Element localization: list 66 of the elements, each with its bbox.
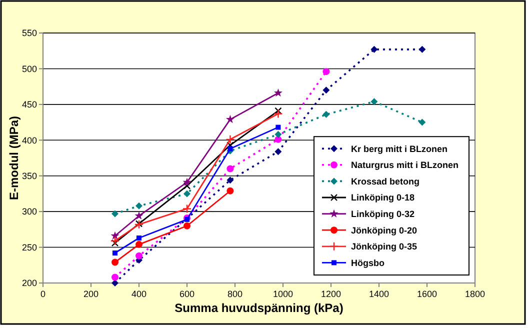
point (370, 46, 378, 53)
x-tick-label: 1400 (368, 289, 390, 299)
point (182, 204, 192, 214)
point (112, 210, 118, 218)
legend-label: Högsbo (351, 258, 385, 268)
point (274, 88, 282, 97)
y-tick-label: 200 (22, 278, 37, 288)
legend-label: Linköping 0-18 (351, 192, 415, 203)
point (110, 236, 120, 246)
point (112, 258, 118, 266)
y-tick-label: 500 (22, 64, 37, 74)
legend-label: Naturgrus mitt i BLzonen (351, 160, 458, 170)
point (183, 182, 191, 190)
point (226, 176, 234, 184)
point (111, 239, 119, 247)
x-tick-label: 1000 (272, 289, 294, 299)
point (112, 274, 118, 281)
legend-label: Linköping 0-32 (351, 208, 415, 219)
y-tick-label: 450 (22, 100, 37, 110)
point (226, 134, 235, 144)
point (134, 211, 144, 220)
x-tick-label: 200 (83, 289, 99, 299)
y-tick-label: 400 (22, 135, 37, 146)
point (226, 187, 234, 194)
point (136, 240, 142, 248)
y-tick-label: 250 (22, 242, 37, 252)
x-tick-label: 600 (179, 289, 195, 299)
y-tick-label: 550 (22, 28, 37, 38)
point (322, 86, 330, 94)
point (274, 148, 282, 156)
point (184, 222, 190, 230)
x-tick-label: 1600 (416, 289, 438, 299)
point (136, 236, 142, 240)
x-tick-label: 800 (227, 289, 243, 299)
point (112, 280, 118, 286)
point (274, 107, 282, 114)
x-tick-label: 1200 (320, 289, 342, 299)
x-tick-label: 1800 (464, 289, 486, 299)
point (418, 118, 426, 126)
point (184, 190, 190, 198)
point (136, 252, 142, 260)
y-tick-label: 300 (22, 206, 37, 217)
point (112, 250, 118, 256)
point (418, 46, 426, 53)
point (182, 178, 192, 186)
point (226, 114, 234, 124)
point (228, 146, 233, 152)
point (276, 124, 281, 130)
x-tick-label: 0 (40, 289, 46, 299)
point (322, 68, 330, 76)
legend-label: Jönköping 0-20 (351, 225, 418, 236)
legend-label: Krossad betong (351, 176, 420, 186)
point (226, 142, 234, 149)
point (274, 109, 283, 118)
point (136, 202, 142, 210)
x-tick-label: 400 (131, 289, 147, 299)
point (274, 130, 282, 138)
y-axis-title: E-modul (MPa) (7, 116, 21, 200)
point (370, 98, 378, 106)
y-tick-label: 350 (22, 171, 37, 182)
point (226, 165, 234, 172)
legend-label: Kr berg mitt i BLzonen (351, 144, 448, 154)
legend-label: Jönköping 0-35 (351, 242, 418, 252)
point (110, 231, 120, 240)
x-axis-title: Summa huvudspänning (kPa) (174, 301, 344, 315)
point (322, 110, 330, 118)
